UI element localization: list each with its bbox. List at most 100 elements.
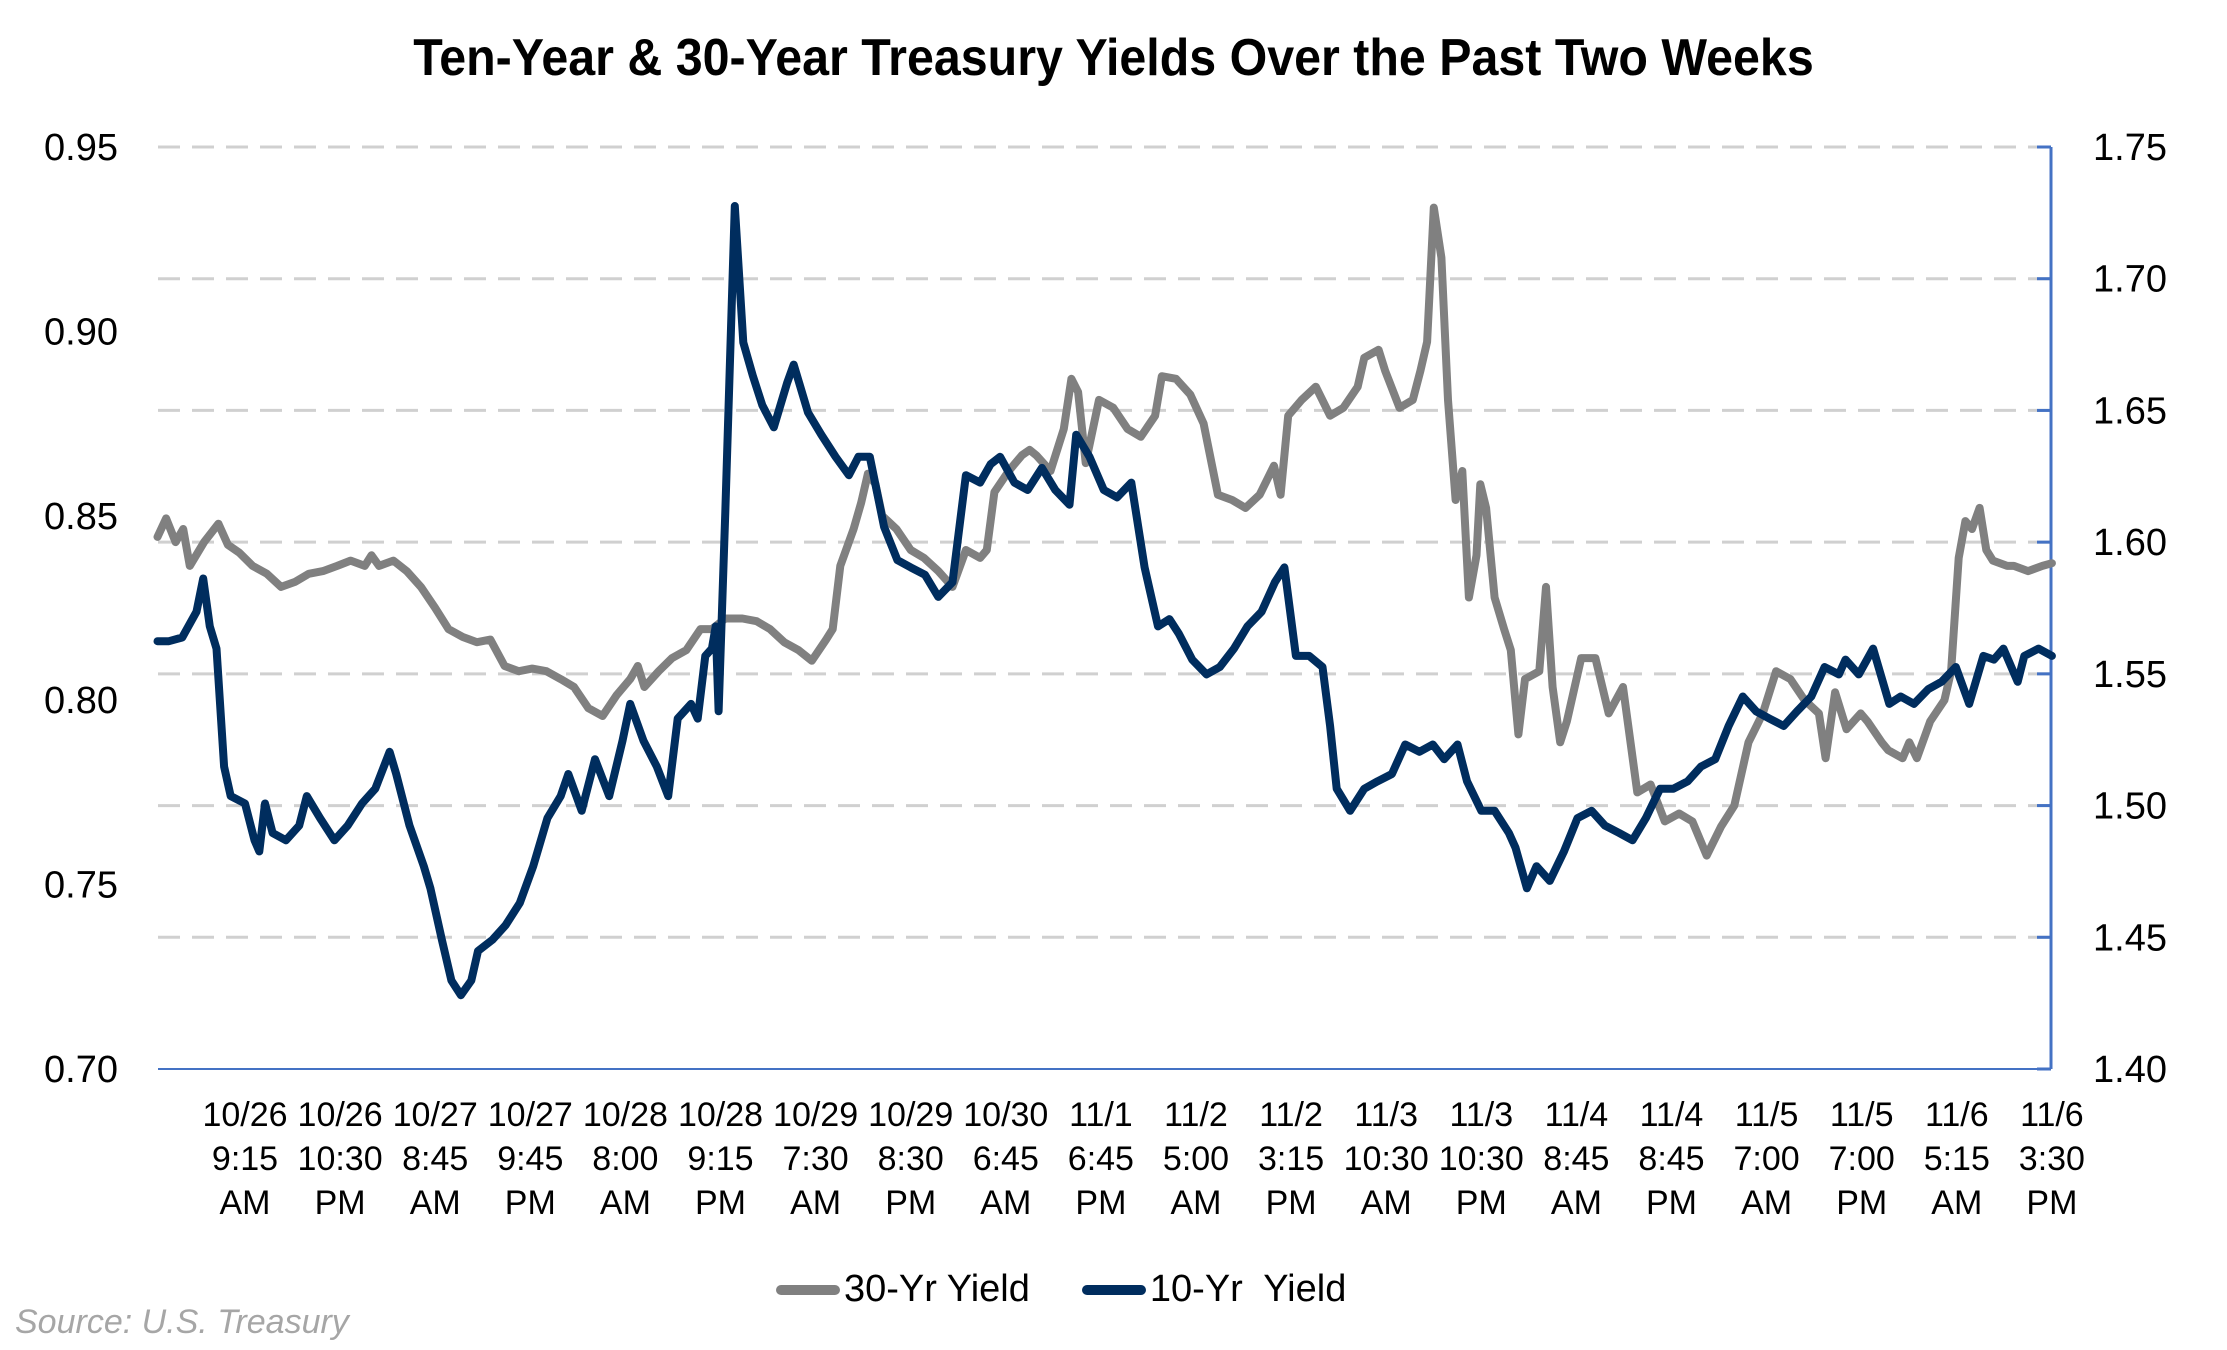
x-tick-label-line: 8:45 (1543, 1140, 1609, 1178)
x-tick-label-line: 8:45 (1638, 1140, 1704, 1178)
x-tick-label-line: 10/27 (393, 1096, 478, 1134)
x-tick-label-line: 5:00 (1163, 1140, 1229, 1178)
x-tick-label: 11/6 3:30 PM (2019, 1096, 2085, 1222)
x-tick-label-line: 11/6 (2020, 1096, 2084, 1134)
right-tick-label: 1.40 (2093, 1049, 2167, 1091)
chart-title: Ten-Year & 30-Year Treasury Yields Over … (413, 29, 1814, 87)
x-tick-label-line: 8:00 (592, 1140, 658, 1178)
series-line-30yr (153, 203, 2056, 860)
x-tick-label-line: 11/6 (1925, 1096, 1989, 1134)
x-tick-label-line: PM (885, 1184, 936, 1222)
source-note: Source: U.S. Treasury (15, 1303, 349, 1341)
x-tick-label-line: 9:45 (497, 1140, 563, 1178)
legend-item-10yr[interactable]: 10-Yr Yield (1081, 1268, 1347, 1311)
x-tick-label: 11/1 6:45 PM (1068, 1096, 1134, 1222)
x-tick-label-line: 5:15 (1924, 1140, 1990, 1178)
x-tick-label: 11/2 5:00 AM (1163, 1096, 1229, 1222)
x-tick-label-line: 6:45 (1068, 1140, 1134, 1178)
x-tick-label-line: 10:30 (1344, 1140, 1429, 1178)
x-tick-label-line: 9:15 (212, 1140, 278, 1178)
x-tick-label: 11/3 10:30 PM (1439, 1096, 1524, 1222)
legend-swatch-10yr (1081, 1284, 1146, 1295)
x-tick-label-line: 11/1 (1069, 1096, 1133, 1134)
x-tick-label-line: AM (980, 1184, 1031, 1222)
x-tick-label-line: AM (1741, 1184, 1792, 1222)
x-tick-label-line: PM (1836, 1184, 1887, 1222)
x-tick-label-line: 8:45 (402, 1140, 468, 1178)
legend-item-30yr[interactable]: 30-Yr Yield (776, 1268, 1030, 1311)
x-tick-label: 10/30 6:45 AM (963, 1096, 1048, 1222)
x-tick-label: 10/29 8:30 PM (868, 1096, 953, 1222)
x-tick-label-line: 3:15 (1258, 1140, 1324, 1178)
right-tick-label: 1.50 (2093, 786, 2167, 828)
x-tick-label: 10/26 10:30 PM (298, 1096, 383, 1222)
left-tick-label: 0.95 (44, 127, 118, 169)
x-tick-label-line: AM (1171, 1184, 1222, 1222)
right-tick-label: 1.55 (2093, 654, 2167, 696)
right-tick-label: 1.65 (2093, 390, 2167, 432)
left-tick-label: 0.85 (44, 496, 118, 538)
left-tick-label: 0.80 (44, 680, 118, 722)
x-tick-label-line: 11/3 (1449, 1096, 1513, 1134)
x-tick-label: 11/5 7:00 AM (1734, 1096, 1800, 1222)
x-tick-label-line: 6:45 (973, 1140, 1039, 1178)
x-tick-label-line: PM (1456, 1184, 1507, 1222)
x-tick-label-line: 10/29 (868, 1096, 953, 1134)
legend-label-10yr: 10-Yr Yield (1149, 1268, 1347, 1310)
x-tick-label-line: 7:00 (1734, 1140, 1800, 1178)
legend-swatch-30yr (776, 1284, 840, 1295)
x-tick-label-line: 10/28 (583, 1096, 668, 1134)
left-axis-ticks: 0.95 0.90 0.85 0.80 0.75 0.70 (44, 127, 118, 1091)
left-tick-label: 0.75 (44, 865, 118, 907)
x-tick-label-line: 10:30 (298, 1140, 383, 1178)
right-tick-label: 1.45 (2093, 917, 2167, 959)
x-tick-label-line: 11/4 (1640, 1096, 1704, 1134)
x-tick-label-line: PM (2026, 1184, 2077, 1222)
series-lines (153, 202, 2056, 1000)
x-tick-label-line: AM (1931, 1184, 1982, 1222)
x-tick-label-line: PM (695, 1184, 746, 1222)
x-tick-label: 11/5 7:00 PM (1829, 1096, 1895, 1222)
x-tick-label-line: 10/26 (202, 1096, 287, 1134)
right-axis-ticks: 1.75 1.70 1.65 1.60 1.55 1.50 1.45 1.40 (2037, 127, 2167, 1091)
x-tick-label-line: AM (1361, 1184, 1412, 1222)
axes (158, 147, 2053, 1070)
x-tick-label-line: 9:15 (687, 1140, 753, 1178)
right-tick-label: 1.60 (2093, 522, 2167, 564)
x-tick-label-line: 10/30 (963, 1096, 1048, 1134)
left-tick-label: 0.90 (44, 311, 118, 353)
x-tick-label-line: 11/5 (1735, 1096, 1799, 1134)
x-tick-label-line: 10/27 (488, 1096, 573, 1134)
gridlines (158, 145, 2051, 939)
x-tick-label-line: 11/3 (1354, 1096, 1418, 1134)
x-tick-label-line: 7:30 (783, 1140, 849, 1178)
x-tick-label-line: 3:30 (2019, 1140, 2085, 1178)
x-tick-label-line: 8:30 (878, 1140, 944, 1178)
x-tick-label-line: AM (410, 1184, 461, 1222)
x-tick-label-line: PM (1266, 1184, 1317, 1222)
x-tick-label: 10/26 9:15 AM (202, 1096, 287, 1222)
x-tick-label-line: 11/2 (1259, 1096, 1323, 1134)
right-tick-label: 1.70 (2093, 259, 2167, 301)
x-tick-label: 11/2 3:15 PM (1258, 1096, 1324, 1222)
x-tick-label-line: PM (1646, 1184, 1697, 1222)
x-tick-label-line: 11/2 (1164, 1096, 1228, 1134)
x-tick-label: 10/28 8:00 AM (583, 1096, 668, 1222)
x-tick-label: 10/29 7:30 AM (773, 1096, 858, 1222)
x-tick-label-line: 11/4 (1545, 1096, 1609, 1134)
x-tick-label: 11/3 10:30 AM (1344, 1096, 1429, 1222)
legend-label-30yr: 30-Yr Yield (844, 1268, 1030, 1310)
x-tick-label-line: 10/28 (678, 1096, 763, 1134)
x-tick-label: 10/28 9:15 PM (678, 1096, 763, 1222)
x-tick-label: 11/4 8:45 PM (1638, 1096, 1704, 1222)
x-tick-label-line: 10/26 (298, 1096, 383, 1134)
x-tick-label-line: PM (315, 1184, 366, 1222)
x-tick-label-line: AM (600, 1184, 651, 1222)
x-tick-label-line: 10/29 (773, 1096, 858, 1134)
x-tick-label-line: AM (790, 1184, 841, 1222)
x-tick-label-line: AM (220, 1184, 271, 1222)
series-line-10yr (153, 202, 2056, 1000)
x-tick-label: 11/4 8:45 AM (1543, 1096, 1609, 1222)
x-tick-label-line: 11/5 (1830, 1096, 1894, 1134)
